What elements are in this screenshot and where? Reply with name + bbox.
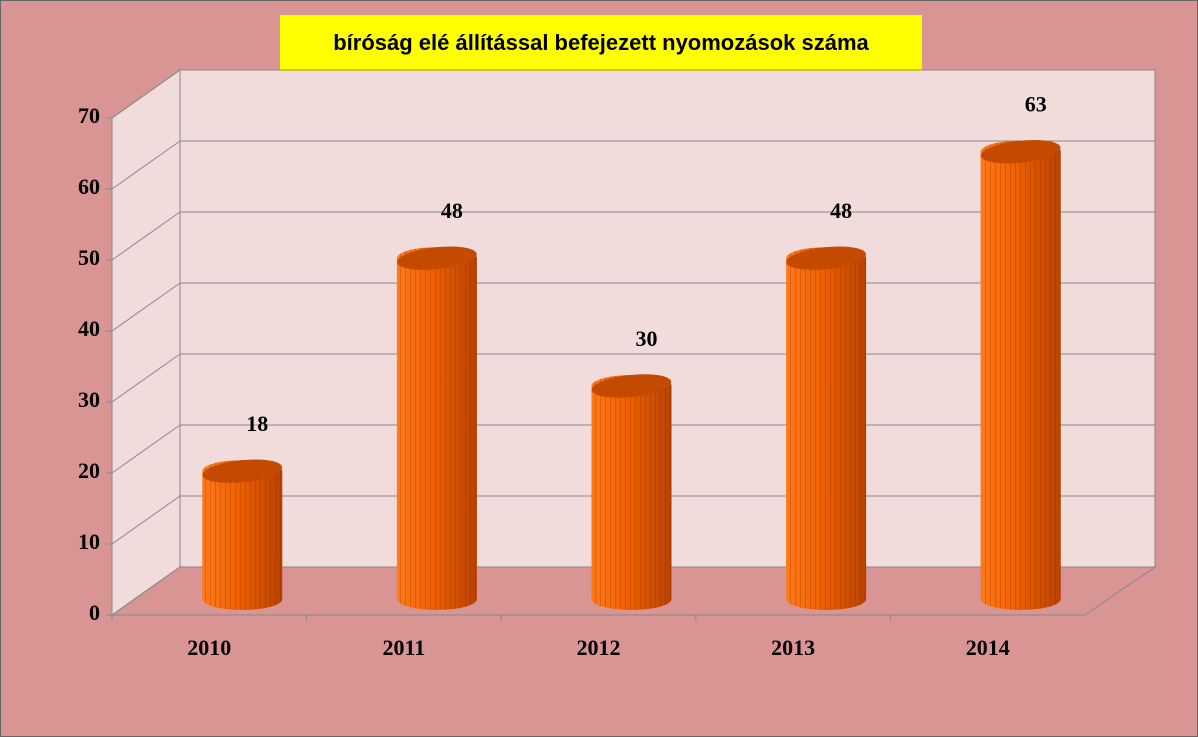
grid-line: [111, 353, 181, 403]
grid-line: [111, 69, 181, 119]
y-tick-label: 20: [78, 458, 100, 483]
bar-top: [397, 246, 477, 270]
bar-top: [591, 374, 672, 398]
data-label: 48: [441, 198, 463, 223]
data-label: 30: [636, 326, 658, 351]
bar-top: [202, 459, 283, 483]
chart-title: bíróság elé állítással befejezett nyomoz…: [333, 30, 869, 55]
y-tick-label: 70: [78, 103, 100, 128]
grid-line: [111, 495, 181, 545]
bar-stripes: [591, 375, 672, 610]
x-tick-label: 2014: [966, 635, 1010, 660]
bar-stripes: [396, 247, 477, 610]
bar-top: [786, 246, 866, 270]
y-tick-label: 50: [78, 245, 100, 270]
bar-stripes: [786, 247, 867, 610]
bar-top: [980, 139, 1061, 164]
x-tick-label: 2012: [577, 635, 621, 660]
x-tick-label: 2011: [383, 635, 426, 660]
y-tick-label: 40: [78, 316, 100, 341]
data-label: 18: [246, 411, 268, 436]
title-box: [280, 15, 922, 71]
grid-line: [111, 140, 181, 190]
side-wall: [111, 69, 181, 616]
data-label: 48: [830, 198, 852, 223]
y-tick-label: 0: [89, 600, 100, 625]
grid-line: [111, 566, 181, 616]
bar-stripes: [202, 460, 283, 610]
y-tick-label: 60: [78, 174, 100, 199]
grid-line: [111, 211, 181, 261]
x-tick-label: 2013: [771, 635, 815, 660]
x-tick-label: 2010: [187, 635, 231, 660]
data-label: 63: [1025, 92, 1047, 117]
grid-line: [111, 424, 181, 474]
y-tick-label: 10: [78, 529, 100, 554]
grid-line: [111, 282, 181, 332]
bar-stripes: [980, 140, 1061, 610]
y-tick-label: 30: [78, 387, 100, 412]
